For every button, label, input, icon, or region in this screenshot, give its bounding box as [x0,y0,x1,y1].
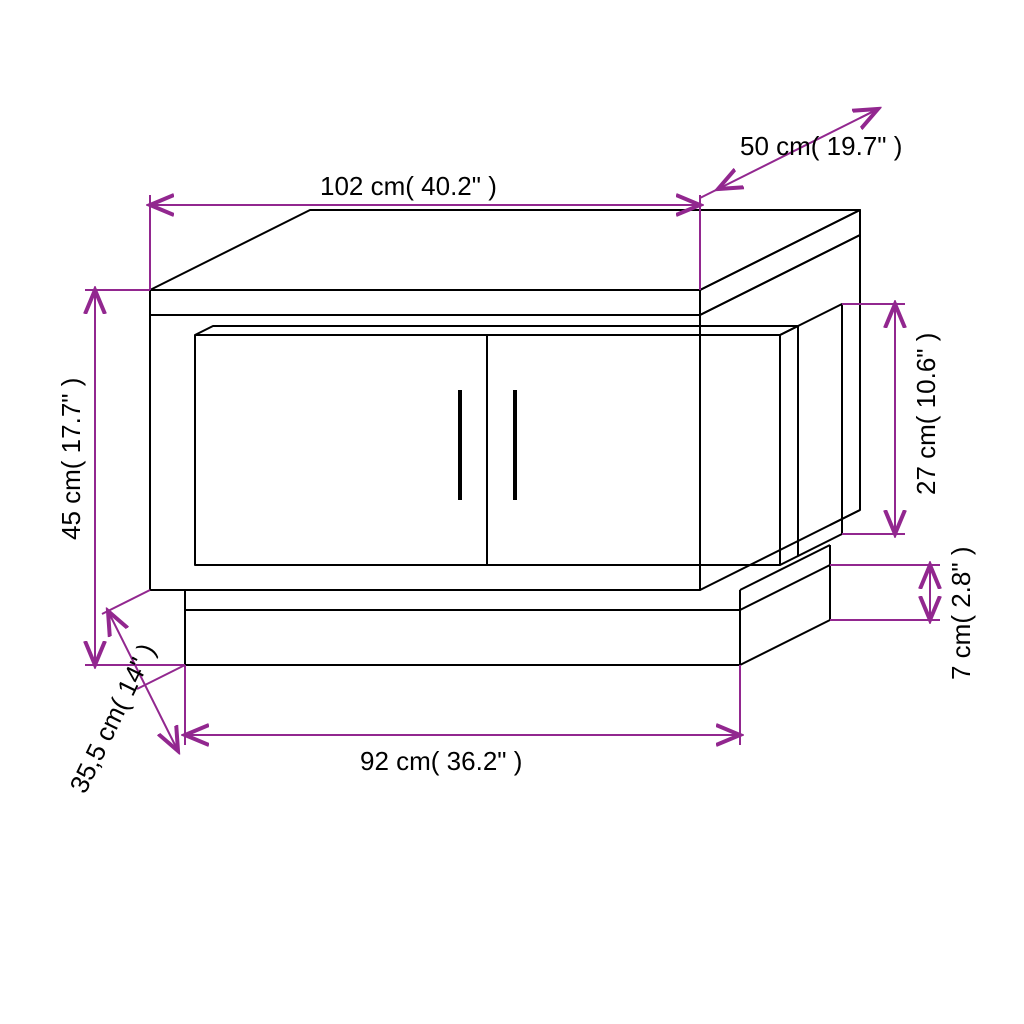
label-top-depth: 50 cm( 19.7" ) [740,131,902,161]
cabinet-outline [150,210,860,665]
dimension-lines [85,108,940,751]
label-bottom-base: 92 cm( 36.2" ) [360,746,522,776]
label-top-width: 102 cm( 40.2" ) [320,171,497,201]
label-right-base: 7 cm( 2.8" ) [946,547,976,680]
label-right-door: 27 cm( 10.6" ) [911,333,941,495]
label-bottom-depth: 35,5 cm( 14" ) [63,639,161,798]
label-left-height: 45 cm( 17.7" ) [56,378,86,540]
furniture-dimension-diagram: 102 cm( 40.2" ) 50 cm( 19.7" ) 45 cm( 17… [0,0,1024,1024]
